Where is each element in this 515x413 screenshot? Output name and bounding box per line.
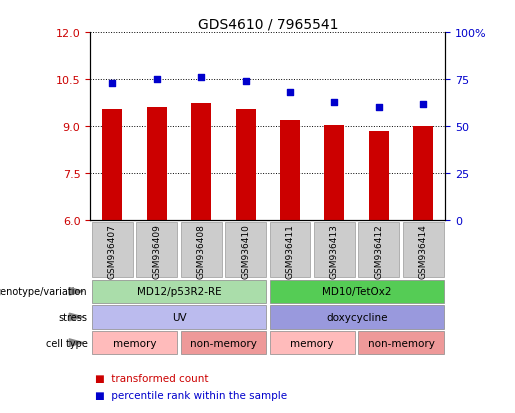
Text: GSM936411: GSM936411 — [285, 224, 295, 279]
Text: GSM936410: GSM936410 — [241, 224, 250, 279]
Polygon shape — [69, 288, 83, 295]
FancyBboxPatch shape — [181, 331, 266, 354]
Text: memory: memory — [113, 338, 156, 348]
Bar — [191, 104, 211, 221]
FancyBboxPatch shape — [92, 222, 133, 278]
Text: ■  percentile rank within the sample: ■ percentile rank within the sample — [95, 390, 287, 400]
Text: memory: memory — [290, 338, 334, 348]
FancyBboxPatch shape — [92, 280, 266, 303]
FancyBboxPatch shape — [314, 222, 355, 278]
Text: MD10/TetOx2: MD10/TetOx2 — [322, 287, 391, 297]
FancyBboxPatch shape — [269, 222, 311, 278]
Text: doxycycline: doxycycline — [326, 312, 387, 322]
Bar — [147, 108, 167, 221]
Bar — [369, 132, 389, 221]
Bar — [102, 110, 123, 221]
FancyBboxPatch shape — [403, 222, 444, 278]
Bar — [235, 110, 255, 221]
Text: genotype/variation: genotype/variation — [0, 287, 88, 297]
Point — [375, 105, 383, 112]
Text: non-memory: non-memory — [368, 338, 435, 348]
FancyBboxPatch shape — [136, 222, 177, 278]
Point — [197, 75, 205, 81]
Text: GSM936408: GSM936408 — [197, 224, 205, 279]
FancyBboxPatch shape — [92, 331, 177, 354]
Text: MD12/p53R2-RE: MD12/p53R2-RE — [136, 287, 221, 297]
Bar — [280, 121, 300, 221]
Text: GSM936413: GSM936413 — [330, 224, 339, 279]
Text: UV: UV — [171, 312, 186, 322]
FancyBboxPatch shape — [269, 306, 444, 329]
Text: GSM936407: GSM936407 — [108, 224, 117, 279]
Point — [242, 78, 250, 85]
Polygon shape — [69, 339, 83, 347]
Point — [330, 99, 338, 106]
FancyBboxPatch shape — [358, 331, 444, 354]
Text: stress: stress — [59, 312, 88, 322]
Bar — [324, 126, 345, 221]
FancyBboxPatch shape — [358, 222, 399, 278]
Text: ■  transformed count: ■ transformed count — [95, 373, 209, 383]
Text: GSM936409: GSM936409 — [152, 224, 161, 279]
Bar — [413, 127, 433, 221]
Polygon shape — [69, 313, 83, 321]
FancyBboxPatch shape — [92, 306, 266, 329]
Point — [152, 77, 161, 83]
Text: non-memory: non-memory — [190, 338, 257, 348]
Text: cell type: cell type — [46, 338, 88, 348]
FancyBboxPatch shape — [269, 280, 444, 303]
FancyBboxPatch shape — [181, 222, 221, 278]
Point — [419, 101, 427, 108]
Point — [286, 90, 294, 97]
FancyBboxPatch shape — [269, 331, 355, 354]
Text: GSM936412: GSM936412 — [374, 224, 383, 278]
Text: GSM936414: GSM936414 — [419, 224, 428, 278]
Point — [108, 81, 116, 87]
Title: GDS4610 / 7965541: GDS4610 / 7965541 — [198, 18, 338, 32]
FancyBboxPatch shape — [225, 222, 266, 278]
